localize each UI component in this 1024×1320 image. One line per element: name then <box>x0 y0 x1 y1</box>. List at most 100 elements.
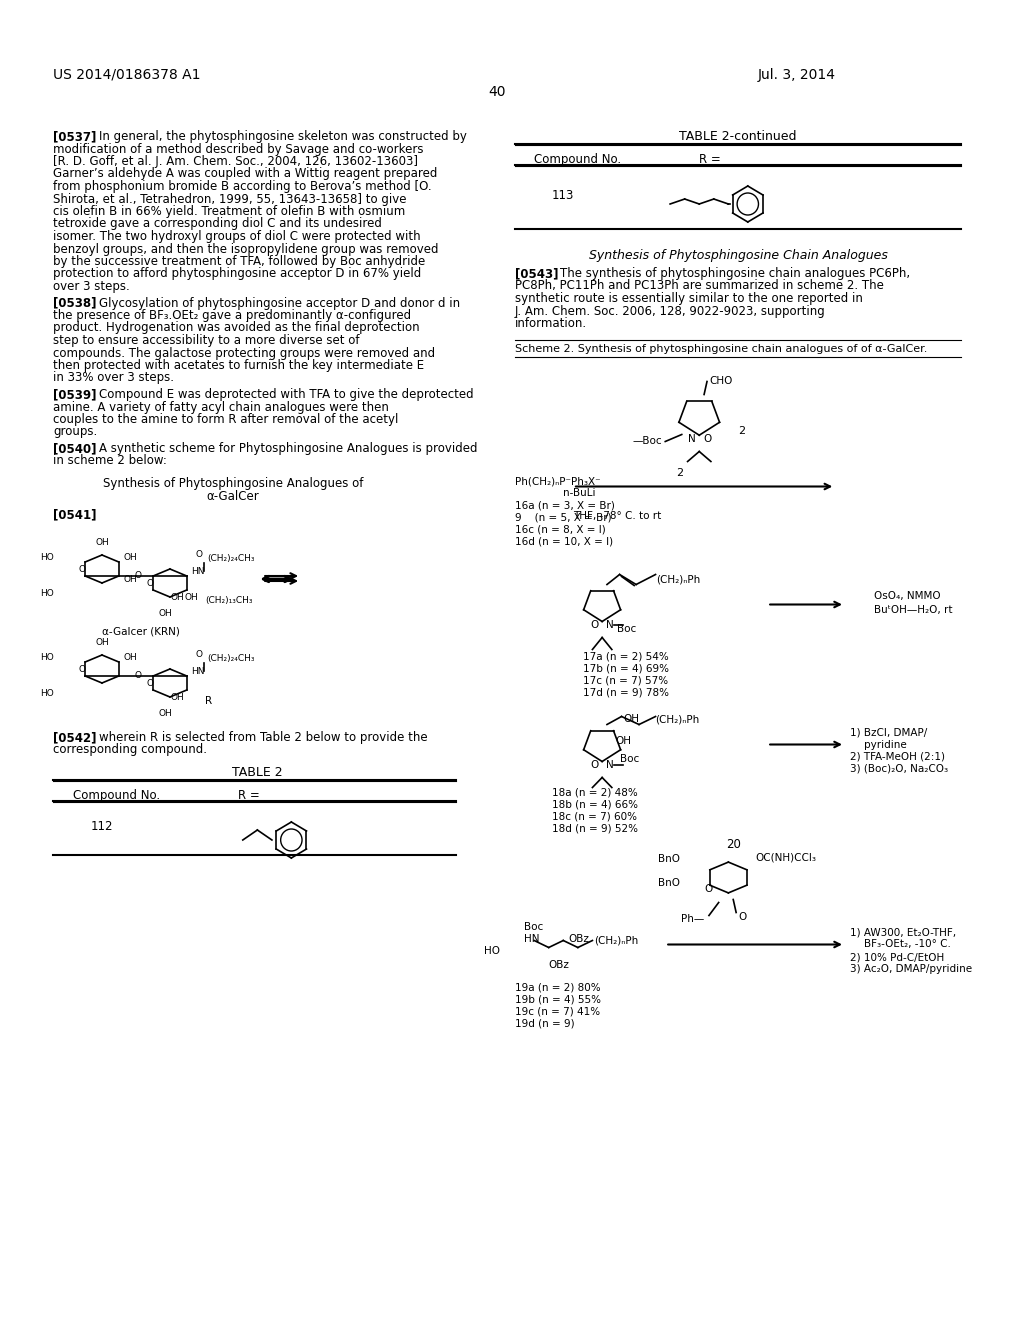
Text: product. Hydrogenation was avoided as the final deprotection: product. Hydrogenation was avoided as th… <box>53 322 420 334</box>
Text: (CH₂)ₙPh: (CH₂)ₙPh <box>655 714 699 725</box>
Text: —Boc: —Boc <box>633 437 663 446</box>
Text: isomer. The two hydroxyl groups of diol C were protected with: isomer. The two hydroxyl groups of diol … <box>53 230 421 243</box>
Text: 19c (n = 7) 41%: 19c (n = 7) 41% <box>515 1006 600 1016</box>
Text: 17a (n = 2) 54%: 17a (n = 2) 54% <box>583 652 669 661</box>
Text: O: O <box>78 664 85 673</box>
Text: Ph(CH₂)ₙP⁻Ph₃X⁻: Ph(CH₂)ₙP⁻Ph₃X⁻ <box>515 477 600 487</box>
Text: [R. D. Goff, et al. J. Am. Chem. Soc., 2004, 126, 13602-13603]: [R. D. Goff, et al. J. Am. Chem. Soc., 2… <box>53 154 419 168</box>
Text: OBz: OBz <box>549 961 569 970</box>
Text: 40: 40 <box>488 84 506 99</box>
Text: 2) 10% Pd-C/EtOH: 2) 10% Pd-C/EtOH <box>850 953 944 962</box>
Text: 1) AW300, Et₂O-THF,: 1) AW300, Et₂O-THF, <box>850 928 955 937</box>
Text: CHO: CHO <box>709 376 732 387</box>
Text: R: R <box>205 696 212 706</box>
Text: 19a (n = 2) 80%: 19a (n = 2) 80% <box>515 982 600 993</box>
Text: tetroxide gave a corresponding diol C and its undesired: tetroxide gave a corresponding diol C an… <box>53 218 382 231</box>
Text: O: O <box>134 572 141 581</box>
Text: Ph—: Ph— <box>681 915 705 924</box>
Text: 3) Ac₂O, DMAP/pyridine: 3) Ac₂O, DMAP/pyridine <box>850 965 972 974</box>
Text: compounds. The galactose protecting groups were removed and: compounds. The galactose protecting grou… <box>53 346 435 359</box>
Text: OH: OH <box>95 638 109 647</box>
Text: cis olefin B in 66% yield. Treatment of olefin B with osmium: cis olefin B in 66% yield. Treatment of … <box>53 205 406 218</box>
Text: 18b (n = 4) 66%: 18b (n = 4) 66% <box>552 800 638 809</box>
Text: Jul. 3, 2014: Jul. 3, 2014 <box>758 69 836 82</box>
Text: wherein R is selected from Table 2 below to provide the: wherein R is selected from Table 2 below… <box>99 731 428 744</box>
Text: over 3 steps.: over 3 steps. <box>53 280 130 293</box>
Text: N: N <box>606 619 613 630</box>
Text: the presence of BF₃.OEt₂ gave a predominantly α-configured: the presence of BF₃.OEt₂ gave a predomin… <box>53 309 412 322</box>
Text: HO: HO <box>40 553 53 561</box>
Text: 17b (n = 4) 69%: 17b (n = 4) 69% <box>583 664 669 673</box>
Text: O: O <box>590 619 598 630</box>
Text: (CH₂)ₙPh: (CH₂)ₙPh <box>594 936 639 945</box>
Text: US 2014/0186378 A1: US 2014/0186378 A1 <box>53 69 201 82</box>
Text: [0543]: [0543] <box>515 267 558 280</box>
Text: pyridine: pyridine <box>864 739 907 750</box>
Text: HO: HO <box>484 946 500 957</box>
Text: TABLE 2: TABLE 2 <box>232 766 283 779</box>
Text: O: O <box>702 433 711 444</box>
Text: 20: 20 <box>726 837 740 850</box>
Text: BnO: BnO <box>657 854 680 865</box>
Text: TABLE 2-continued: TABLE 2-continued <box>679 129 797 143</box>
Text: Glycosylation of phytosphingosine acceptor D and donor d in: Glycosylation of phytosphingosine accept… <box>99 297 460 309</box>
Text: OH: OH <box>159 609 172 618</box>
Text: R =: R = <box>699 153 721 166</box>
Text: HN: HN <box>524 935 540 945</box>
Text: in 33% over 3 steps.: in 33% over 3 steps. <box>53 371 174 384</box>
Text: The synthesis of phytosphingosine chain analogues PC6Ph,: The synthesis of phytosphingosine chain … <box>560 267 910 280</box>
Text: 19b (n = 4) 55%: 19b (n = 4) 55% <box>515 994 601 1005</box>
Text: HN: HN <box>191 566 205 576</box>
Text: PC8Ph, PC11Ph and PC13Ph are summarized in scheme 2. The: PC8Ph, PC11Ph and PC13Ph are summarized … <box>515 280 884 293</box>
Text: OH: OH <box>171 693 184 702</box>
Text: groups.: groups. <box>53 425 97 438</box>
Text: [0539]: [0539] <box>53 388 97 401</box>
Text: Boc: Boc <box>620 755 639 764</box>
Text: 19d (n = 9): 19d (n = 9) <box>515 1019 574 1028</box>
Text: 16a (n = 3, X = Br): 16a (n = 3, X = Br) <box>515 500 614 511</box>
Text: OH: OH <box>123 652 137 661</box>
Text: THF, -78° C. to rt: THF, -78° C. to rt <box>573 511 662 520</box>
Text: O: O <box>134 672 141 681</box>
Text: corresponding compound.: corresponding compound. <box>53 743 208 756</box>
Text: α-Galcer (KRN): α-Galcer (KRN) <box>101 626 180 636</box>
Text: In general, the phytosphingosine skeleton was constructed by: In general, the phytosphingosine skeleto… <box>99 129 467 143</box>
Text: benzoyl groups, and then the isopropylidene group was removed: benzoyl groups, and then the isopropylid… <box>53 243 439 256</box>
Text: step to ensure accessibility to a more diverse set of: step to ensure accessibility to a more d… <box>53 334 359 347</box>
Text: OH: OH <box>615 737 632 747</box>
Text: OH: OH <box>171 593 184 602</box>
Text: BF₃-OEt₂, -10° C.: BF₃-OEt₂, -10° C. <box>864 940 951 949</box>
Text: HO: HO <box>40 689 53 697</box>
Text: HO: HO <box>40 589 53 598</box>
Text: OBz: OBz <box>568 935 589 945</box>
Text: couples to the amine to form R after removal of the acetyl: couples to the amine to form R after rem… <box>53 413 398 426</box>
Text: [0540]: [0540] <box>53 442 97 455</box>
Text: from phosphonium bromide B according to Berova’s method [O.: from phosphonium bromide B according to … <box>53 180 432 193</box>
Text: OH: OH <box>159 709 172 718</box>
Text: n-BuLi: n-BuLi <box>563 488 596 499</box>
Text: A synthetic scheme for Phytosphingosine Analogues is provided: A synthetic scheme for Phytosphingosine … <box>99 442 477 455</box>
Text: 1) BzCl, DMAP/: 1) BzCl, DMAP/ <box>850 727 927 738</box>
Text: [0538]: [0538] <box>53 297 97 309</box>
Text: [0541]: [0541] <box>53 508 97 521</box>
Text: O: O <box>196 649 203 659</box>
Text: α-GalCer: α-GalCer <box>207 490 259 503</box>
Text: Synthesis of Phytosphingosine Chain Analogues: Synthesis of Phytosphingosine Chain Anal… <box>589 249 888 261</box>
Text: 18a (n = 2) 48%: 18a (n = 2) 48% <box>552 788 637 797</box>
Text: OH: OH <box>123 553 137 561</box>
Text: 2) TFA-MeOH (2:1): 2) TFA-MeOH (2:1) <box>850 751 945 762</box>
Text: BuᵗOH—H₂O, rt: BuᵗOH—H₂O, rt <box>874 605 952 615</box>
Text: Shirota, et al., Tetrahedron, 1999, 55, 13643-13658] to give: Shirota, et al., Tetrahedron, 1999, 55, … <box>53 193 407 206</box>
Text: O: O <box>705 884 713 895</box>
Text: 17c (n = 7) 57%: 17c (n = 7) 57% <box>583 676 668 685</box>
Text: OsO₄, NMMO: OsO₄, NMMO <box>874 591 941 602</box>
Text: by the successive treatment of TFA, followed by Boc anhydride: by the successive treatment of TFA, foll… <box>53 255 426 268</box>
Text: in scheme 2 below:: in scheme 2 below: <box>53 454 167 467</box>
Text: 2: 2 <box>676 469 683 479</box>
Text: HN: HN <box>191 667 205 676</box>
Text: 9    (n = 5, X = Br): 9 (n = 5, X = Br) <box>515 512 611 523</box>
Text: [0537]: [0537] <box>53 129 97 143</box>
Text: OC(NH)CCl₃: OC(NH)CCl₃ <box>756 853 816 862</box>
Text: synthetic route is essentially similar to the one reported in: synthetic route is essentially similar t… <box>515 292 862 305</box>
Text: information.: information. <box>515 317 587 330</box>
